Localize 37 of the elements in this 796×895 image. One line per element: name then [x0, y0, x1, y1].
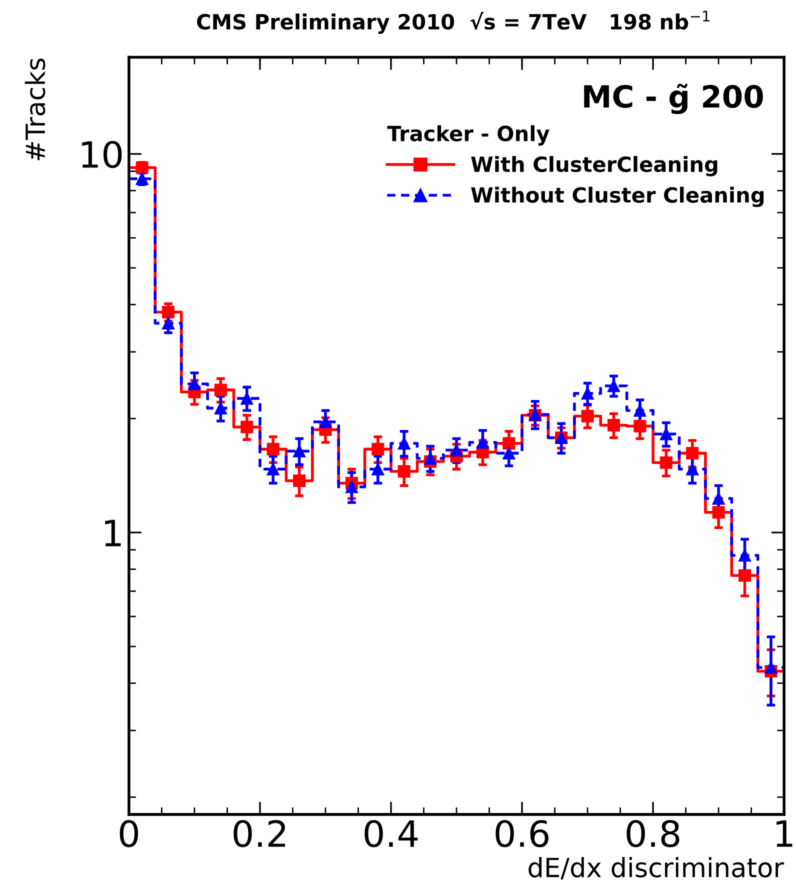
x-axis-title: dE/dx discriminator	[528, 857, 784, 880]
point	[424, 452, 437, 465]
legend-title: Tracker - Only	[387, 125, 550, 146]
point	[293, 474, 306, 487]
point	[398, 437, 410, 450]
point	[660, 428, 672, 440]
point	[240, 420, 254, 434]
x-tick-label: 0.8	[626, 820, 680, 848]
y-tick-label: 10	[82, 140, 122, 168]
point	[712, 506, 725, 519]
x-tick-label: 0	[120, 820, 138, 848]
point	[660, 456, 672, 469]
legend-label: With ClusterCleaning	[471, 156, 718, 176]
point	[372, 442, 384, 456]
x-tick-label: 0.6	[496, 820, 548, 848]
point	[398, 465, 410, 478]
point	[607, 419, 620, 432]
point	[634, 404, 646, 417]
point	[345, 480, 358, 494]
point	[607, 380, 620, 392]
point	[162, 306, 175, 318]
x-tick-label: 0.2	[234, 820, 286, 848]
point	[764, 661, 778, 674]
y-axis-title: #Tracks	[24, 58, 46, 160]
point	[738, 569, 752, 582]
point	[240, 392, 254, 405]
x-tick-label: 0.4	[364, 820, 418, 848]
chart-title: CMS Preliminary 2010 √s = 7TeV 198 nb$^{−1}$	[197, 10, 710, 34]
x-tick-label: 1	[776, 820, 792, 847]
point	[686, 446, 699, 460]
point	[266, 442, 280, 456]
point	[502, 437, 516, 450]
point	[634, 420, 646, 432]
point	[581, 410, 594, 422]
annotation: MC - g̃ 200	[584, 84, 763, 114]
point	[581, 387, 594, 400]
legend-label: Without Cluster Cleaning	[471, 186, 764, 208]
